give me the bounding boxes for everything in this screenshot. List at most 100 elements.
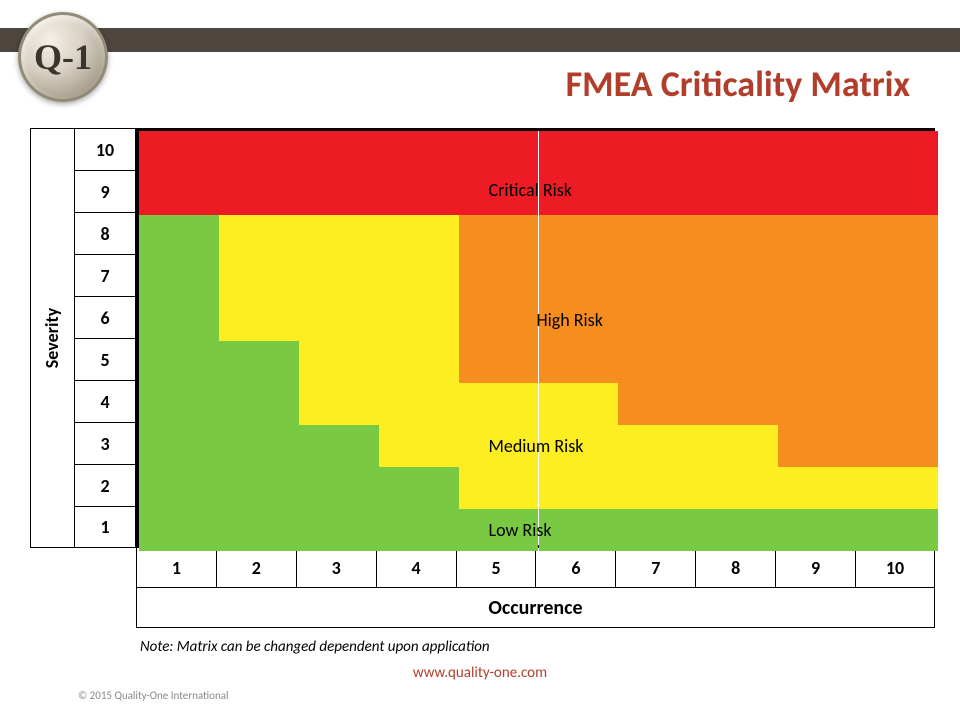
matrix-cell [618,425,698,467]
page-title: FMEA Criticality Matrix [566,62,910,106]
matrix-cell [299,467,379,509]
matrix-cell [379,257,459,299]
matrix-cell [219,257,299,299]
matrix-cell [459,131,539,173]
matrix-cell [299,215,379,257]
matrix-cell [858,215,938,257]
matrix-cell [379,425,459,467]
matrix-cell [219,131,299,173]
y-tick: 5 [74,338,136,380]
copyright: © 2015 Quality-One International [78,689,229,702]
x-tick: 9 [775,548,855,588]
matrix-cell [219,383,299,425]
matrix-cell [139,173,219,215]
brand-logo-text: Q-1 [34,36,92,78]
matrix-cell [698,131,778,173]
matrix-cell [299,383,379,425]
x-axis-ticks: 12345678910 [136,548,935,588]
matrix-cell [778,215,858,257]
matrix-cell [858,299,938,341]
matrix-cell [139,509,219,551]
x-tick: 4 [376,548,456,588]
matrix-cell [379,341,459,383]
risk-label-low: Low Risk [489,519,552,541]
matrix-cell [379,131,459,173]
matrix-cell [219,509,299,551]
matrix-cell [379,509,459,551]
matrix-cell [698,467,778,509]
x-tick: 1 [136,548,216,588]
matrix-cell [858,509,938,551]
brand-logo: Q-1 [18,12,108,102]
matrix-cell [299,173,379,215]
matrix-cell [379,467,459,509]
matrix-cell [459,215,539,257]
matrix-grid: Critical Risk High Risk Medium Risk Low Ris… [136,128,935,548]
matrix-cell [139,425,219,467]
x-tick: 10 [855,548,935,588]
matrix-cell [698,299,778,341]
matrix-cell [299,299,379,341]
matrix-cell [618,341,698,383]
y-tick: 10 [74,128,136,170]
matrix-cell [858,467,938,509]
top-bar [0,28,960,52]
matrix-cell [618,467,698,509]
x-tick: 8 [695,548,775,588]
matrix-cell [698,173,778,215]
matrix-cell [618,299,698,341]
matrix-cell [379,383,459,425]
y-tick: 6 [74,296,136,338]
matrix-cell [778,467,858,509]
risk-label-medium: Medium Risk [489,435,584,457]
matrix-cell [778,383,858,425]
y-tick: 9 [74,170,136,212]
matrix-cell [858,173,938,215]
matrix-cell [778,257,858,299]
x-tick: 3 [296,548,376,588]
matrix-cell [219,341,299,383]
matrix-cell [139,131,219,173]
matrix-cell [219,299,299,341]
matrix-cell [459,299,539,341]
matrix-cell [299,341,379,383]
x-tick: 7 [615,548,695,588]
matrix-cell [778,299,858,341]
matrix-cell [858,131,938,173]
matrix-cell [778,425,858,467]
y-axis-label: Severity [30,128,74,548]
matrix-cell [539,131,619,173]
matrix-cell [299,131,379,173]
risk-label-high: High Risk [536,309,602,331]
matrix-cell [379,299,459,341]
footer-url: www.quality-one.com [0,664,960,682]
y-tick: 2 [74,464,136,506]
x-tick: 2 [216,548,296,588]
matrix-cell [459,257,539,299]
x-tick: 5 [456,548,536,588]
matrix-cell [858,425,938,467]
matrix-cell [139,299,219,341]
matrix-cell [618,509,698,551]
matrix-cell [698,341,778,383]
matrix-cell [618,173,698,215]
matrix-cell [379,173,459,215]
matrix-cell [698,509,778,551]
matrix-cell [139,467,219,509]
matrix-cell [698,425,778,467]
risk-label-critical: Critical Risk [489,179,572,201]
matrix-cell [139,341,219,383]
matrix-cell [618,131,698,173]
matrix-cell [618,215,698,257]
matrix-cell [539,215,619,257]
matrix-cell [299,257,379,299]
matrix-cell [858,341,938,383]
matrix-cell [618,383,698,425]
y-tick: 8 [74,212,136,254]
matrix-cell [778,341,858,383]
matrix-cell [299,425,379,467]
matrix-cell [139,383,219,425]
criticality-matrix: Severity 10987654321 Critical RiskHigh R… [30,128,935,628]
matrix-cell [219,425,299,467]
y-axis-ticks: 10987654321 [74,128,136,548]
